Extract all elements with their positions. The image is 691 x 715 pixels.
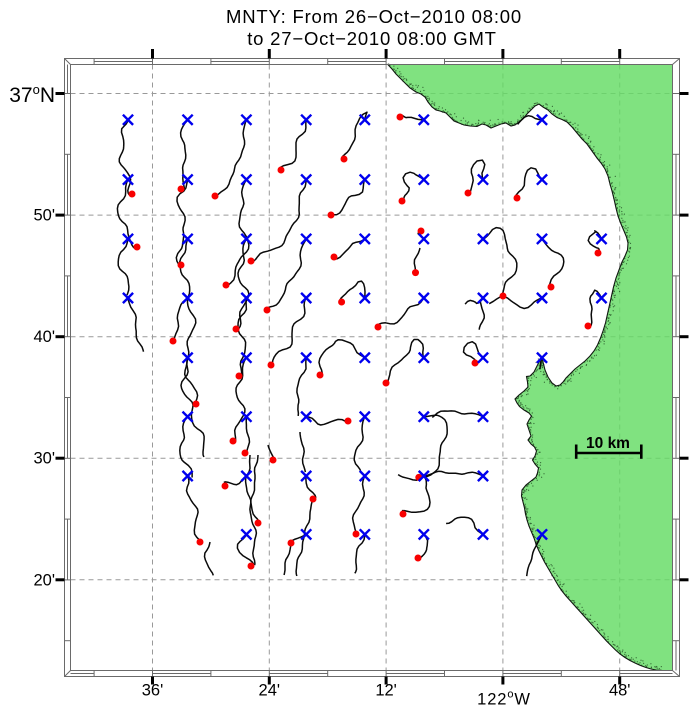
svg-text:10 km: 10 km (586, 435, 630, 452)
svg-text:to 27−Oct−2010 08:00 GMT: to 27−Oct−2010 08:00 GMT (247, 28, 497, 49)
svg-text:MNTY: From 26−Oct−2010 08:00: MNTY: From 26−Oct−2010 08:00 (226, 6, 522, 27)
svg-text:50': 50' (33, 207, 55, 225)
svg-text:30': 30' (33, 450, 55, 468)
svg-text:12': 12' (375, 682, 397, 700)
svg-text:40': 40' (33, 328, 55, 346)
svg-text:24': 24' (259, 682, 281, 700)
svg-text:122oW: 122oW (477, 689, 531, 709)
svg-text:37oN: 37oN (9, 82, 55, 107)
svg-text:36': 36' (142, 682, 164, 700)
svg-text:48': 48' (609, 682, 631, 700)
svg-text:20': 20' (33, 571, 55, 589)
